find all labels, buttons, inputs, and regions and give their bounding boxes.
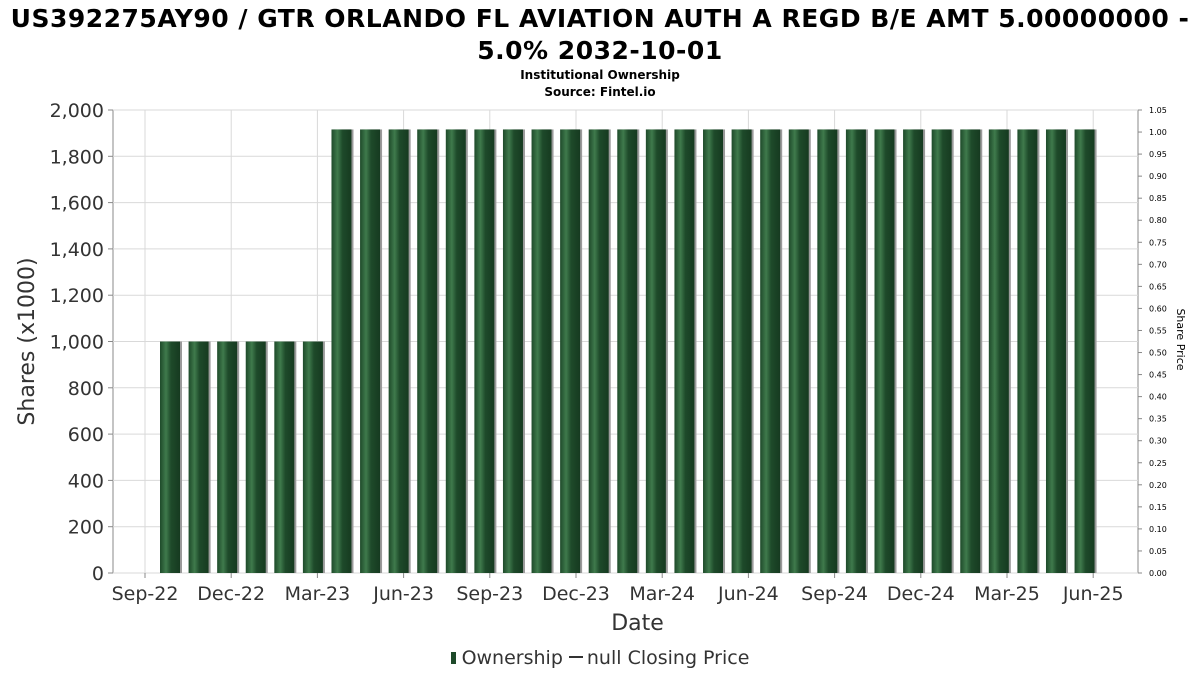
y2-tick-label: 0.60: [1149, 304, 1167, 313]
y2-tick-label: 0.00: [1149, 569, 1167, 578]
ownership-bar: [760, 129, 781, 574]
ownership-bar: [731, 129, 752, 574]
ownership-bar: [874, 129, 895, 574]
y2-tick-label: 1.05: [1149, 106, 1167, 115]
ownership-bar: [360, 129, 381, 574]
x-tick-label: Jun-25: [1062, 583, 1124, 605]
chart-subtitle: Institutional Ownership: [520, 68, 680, 82]
y-axis-title: Shares (x1000): [15, 257, 40, 425]
y-tick-label: 400: [68, 470, 104, 492]
ownership-bar: [160, 341, 180, 573]
chart-legend: Ownership null Closing Price: [0, 647, 1200, 669]
ownership-bar: [274, 341, 295, 573]
ownership-bar: [331, 129, 352, 574]
ownership-bar: [617, 129, 638, 574]
ownership-bar: [588, 129, 609, 574]
y2-tick-label: 0.35: [1149, 415, 1167, 424]
ownership-bar: [245, 341, 266, 573]
y2-tick-label: 0.95: [1149, 150, 1167, 159]
x-tick-label: Sep-23: [456, 583, 523, 605]
y-tick-label: 1,800: [50, 146, 104, 168]
chart-title-line-2: 5.0% 2032-10-01: [477, 36, 723, 65]
ownership-bar: [388, 129, 409, 574]
y2-tick-label: 0.40: [1149, 393, 1167, 402]
y-tick-label: 1,000: [50, 332, 104, 354]
y2-tick-label: 0.10: [1149, 525, 1167, 534]
y-tick-label: 800: [68, 378, 104, 400]
x-tick-label: Mar-25: [974, 583, 1040, 605]
ownership-bar: [1074, 129, 1095, 574]
ownership-bar: [960, 129, 981, 574]
ownership-bar: [531, 129, 552, 574]
y2-tick-label: 0.50: [1149, 349, 1167, 358]
x-tick-label: Dec-23: [542, 583, 610, 605]
y2-tick-label: 0.65: [1149, 282, 1167, 291]
y-tick-label: 0: [92, 563, 104, 585]
ownership-bar: [1017, 129, 1038, 574]
ownership-bar: [474, 129, 495, 574]
ownership-bar: [188, 341, 209, 573]
y2-tick-label: 0.30: [1149, 437, 1167, 446]
y-tick-label: 1,400: [50, 239, 104, 261]
y2-tick-label: 0.05: [1149, 547, 1167, 556]
x-axis-title: Date: [611, 611, 664, 636]
ownership-legend-swatch: [450, 652, 456, 664]
x-tick-label: Mar-24: [629, 583, 695, 605]
y2-tick-label: 0.70: [1149, 260, 1167, 269]
y2-tick-label: 0.45: [1149, 371, 1167, 380]
ownership-bar: [788, 129, 809, 574]
ownership-bar: [560, 129, 581, 574]
y2-tick-label: 1.00: [1149, 128, 1167, 137]
y2-tick-label: 0.25: [1149, 459, 1167, 468]
ownership-bar: [931, 129, 952, 574]
y2-tick-label: 0.55: [1149, 326, 1167, 335]
ownership-bar: [1045, 129, 1066, 574]
x-tick-label: Dec-24: [887, 583, 955, 605]
chart-source: Source: Fintel.io: [544, 85, 656, 99]
y2-tick-label: 0.15: [1149, 503, 1167, 512]
y2-tick-label: 0.80: [1149, 216, 1167, 225]
ownership-bar: [502, 129, 523, 574]
x-tick-label: Mar-23: [285, 583, 351, 605]
x-tick-label: Sep-24: [801, 583, 868, 605]
ownership-bar: [703, 129, 724, 574]
ownership-bar: [817, 129, 838, 574]
price-legend-swatch: [568, 655, 583, 658]
ownership-bar: [988, 129, 1009, 574]
y2-tick-label: 0.20: [1149, 481, 1167, 490]
ownership-bar: [302, 341, 323, 573]
ownership-bar: [217, 341, 238, 573]
y2-tick-label: 0.85: [1149, 194, 1167, 203]
ownership-bar: [445, 129, 466, 574]
x-tick-label: Jun-24: [717, 583, 779, 605]
y-tick-label: 2,000: [50, 100, 104, 122]
y2-axis-title: Share Price: [1174, 308, 1187, 370]
y2-tick-label: 0.90: [1149, 172, 1167, 181]
legend-ownership-label: Ownership: [461, 647, 563, 669]
y-tick-label: 600: [68, 424, 104, 446]
legend-price-label: null Closing Price: [586, 647, 750, 669]
chart-title-line-1: US392275AY90 / GTR ORLANDO FL AVIATION A…: [10, 4, 1190, 33]
x-tick-label: Dec-22: [197, 583, 265, 605]
y2-tick-label: 0.75: [1149, 238, 1167, 247]
y-tick-label: 200: [68, 517, 104, 539]
y-tick-label: 1,200: [50, 285, 104, 307]
ownership-bar: [845, 129, 866, 574]
x-tick-label: Jun-23: [372, 583, 434, 605]
x-tick-label: Sep-22: [112, 583, 179, 605]
ownership-bar: [903, 129, 924, 574]
ownership-bar: [645, 129, 666, 574]
ownership-bar: [417, 129, 438, 574]
ownership-bar: [674, 129, 695, 574]
y-tick-label: 1,600: [50, 193, 104, 215]
